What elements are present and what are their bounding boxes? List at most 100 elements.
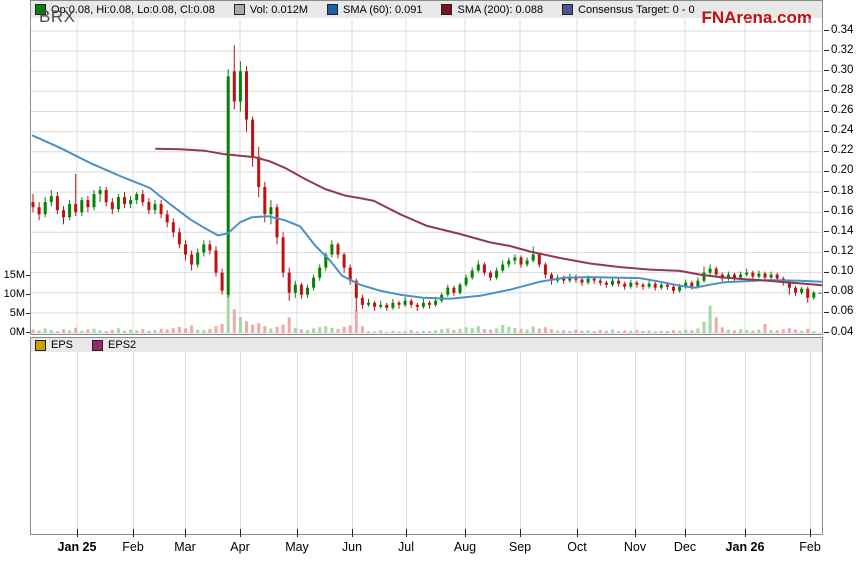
- month-tick-mark: [133, 529, 134, 537]
- month-tick-mark: [810, 529, 811, 537]
- month-tick-label: Oct: [567, 540, 587, 554]
- price-tick-mark: [824, 291, 829, 293]
- eps-legend-item: EPS2: [92, 339, 136, 351]
- eps-gridline: [810, 352, 811, 533]
- month-tick-label: Jan 25: [57, 540, 97, 554]
- month-tick-label: Jul: [398, 540, 414, 554]
- eps-legend-swatch-icon: [92, 339, 104, 351]
- volume-tick-label: 15M: [3, 268, 25, 281]
- quote-legend-item: Op:0.08, Hi:0.08, Lo:0.08, Cl:0.08: [35, 4, 215, 16]
- price-tick-label: 0.18: [831, 184, 854, 197]
- eps-legend-item: EPS: [35, 339, 73, 351]
- month-tick-label: Feb: [799, 540, 821, 554]
- month-tick-mark: [685, 529, 686, 537]
- volume-tick-mark: [26, 294, 30, 295]
- price-tick-label: 0.06: [831, 305, 854, 318]
- eps-gridline: [685, 352, 686, 533]
- month-tick-mark: [520, 529, 521, 537]
- month-tick-mark: [297, 529, 298, 537]
- quote-legend-bar: Op:0.08, Hi:0.08, Lo:0.08, Cl:0.08 Vol: 0…: [31, 1, 822, 18]
- month-tick-label: Dec: [673, 540, 697, 554]
- month-tick-mark: [406, 529, 407, 537]
- price-tick-mark: [824, 50, 829, 52]
- eps-gridline: [240, 352, 241, 533]
- price-tick-mark: [824, 251, 829, 253]
- price-tick-mark: [824, 90, 829, 92]
- price-tick-label: 0.32: [831, 43, 854, 56]
- month-tick-label: Nov: [623, 540, 647, 554]
- price-tick-mark: [824, 271, 829, 273]
- month-tick-label: Jun: [341, 540, 363, 554]
- price-chart-panel: Op:0.08, Hi:0.08, Lo:0.08, Cl:0.08 Vol: 0…: [30, 0, 823, 335]
- price-tick-mark: [824, 191, 829, 193]
- eps-legend-bar: EPS EPS2: [31, 338, 822, 352]
- price-tick-label: 0.10: [831, 265, 854, 278]
- volume-tick-label: 10M: [3, 287, 25, 300]
- price-tick-label: 0.26: [831, 104, 854, 117]
- month-tick-mark: [745, 529, 746, 537]
- quote-legend-label: Op:0.08, Hi:0.08, Lo:0.08, Cl:0.08: [51, 3, 215, 16]
- quote-legend-label: SMA (200): 0.088: [457, 3, 544, 16]
- price-tick-label: 0.14: [831, 224, 854, 237]
- fnarena-watermark: FNArena.com: [701, 8, 812, 27]
- month-tick-mark: [352, 529, 353, 537]
- quote-legend-label: SMA (60): 0.091: [342, 3, 423, 16]
- volume-tick-mark: [26, 332, 30, 333]
- price-tick-label: 0.30: [831, 63, 854, 76]
- price-tick-mark: [824, 70, 829, 72]
- eps-gridline: [635, 352, 636, 533]
- month-tick-label: Jan 26: [725, 540, 765, 554]
- eps-gridline: [352, 352, 353, 533]
- price-tick-mark: [824, 231, 829, 233]
- eps-gridline: [577, 352, 578, 533]
- eps-gridline: [77, 352, 78, 533]
- month-tick-label: Mar: [174, 540, 196, 554]
- eps-gridline: [297, 352, 298, 533]
- price-tick-mark: [824, 332, 829, 333]
- price-tick-mark: [824, 150, 829, 152]
- month-tick-label: Sep: [508, 540, 532, 554]
- price-tick-mark: [824, 211, 829, 213]
- volume-tick-label: 5M: [9, 306, 25, 319]
- quote-legend-swatch-icon: [233, 4, 245, 15]
- month-tick-label: Feb: [122, 540, 144, 554]
- quote-legend-label: Vol: 0.012M: [249, 3, 308, 16]
- quote-legend-swatch-icon: [562, 4, 574, 15]
- sma60-line: [32, 134, 822, 300]
- price-tick-mark: [824, 110, 829, 112]
- quote-legend-item: Vol: 0.012M: [233, 3, 308, 16]
- price-tick-label: 0.12: [831, 244, 854, 257]
- eps-gridline: [133, 352, 134, 533]
- quote-legend-item: Consensus Target: 0 - 0: [562, 4, 695, 16]
- month-tick-mark: [635, 529, 636, 537]
- quote-legend-swatch-icon: [441, 4, 453, 15]
- eps-legend-label: EPS2: [108, 339, 137, 351]
- quote-legend-swatch-icon: [326, 4, 338, 15]
- candlestick-series: [31, 45, 822, 311]
- eps-gridline: [745, 352, 746, 533]
- eps-gridline: [465, 352, 466, 533]
- price-tick-label: 0.22: [831, 144, 854, 157]
- month-tick-label: Aug: [453, 540, 477, 554]
- quote-legend-item: SMA (60): 0.091: [326, 3, 423, 16]
- price-tick-label: 0.34: [831, 23, 854, 36]
- eps-panel: EPS EPS2: [30, 337, 823, 535]
- eps-gridline: [406, 352, 407, 533]
- price-tick-label: 0.08: [831, 285, 854, 298]
- month-tick-mark: [577, 529, 578, 537]
- quote-legend-label: Consensus Target: 0 - 0: [578, 3, 695, 16]
- month-tick-mark: [465, 529, 466, 537]
- volume-series: [31, 293, 822, 333]
- eps-legend-swatch-icon: [35, 339, 46, 351]
- month-tick-label: May: [285, 540, 309, 554]
- price-tick-label: 0.16: [831, 204, 854, 217]
- quote-legend-swatch-icon: [35, 4, 46, 15]
- candlestick-chart: [31, 19, 822, 334]
- eps-legend-label: EPS: [51, 339, 74, 351]
- price-tick-label: 0.28: [831, 83, 854, 96]
- price-tick-mark: [824, 30, 829, 31]
- price-tick-label: 0.24: [831, 124, 854, 137]
- month-tick-mark: [185, 529, 186, 537]
- price-tick-mark: [824, 311, 829, 313]
- volume-tick-mark: [26, 275, 30, 276]
